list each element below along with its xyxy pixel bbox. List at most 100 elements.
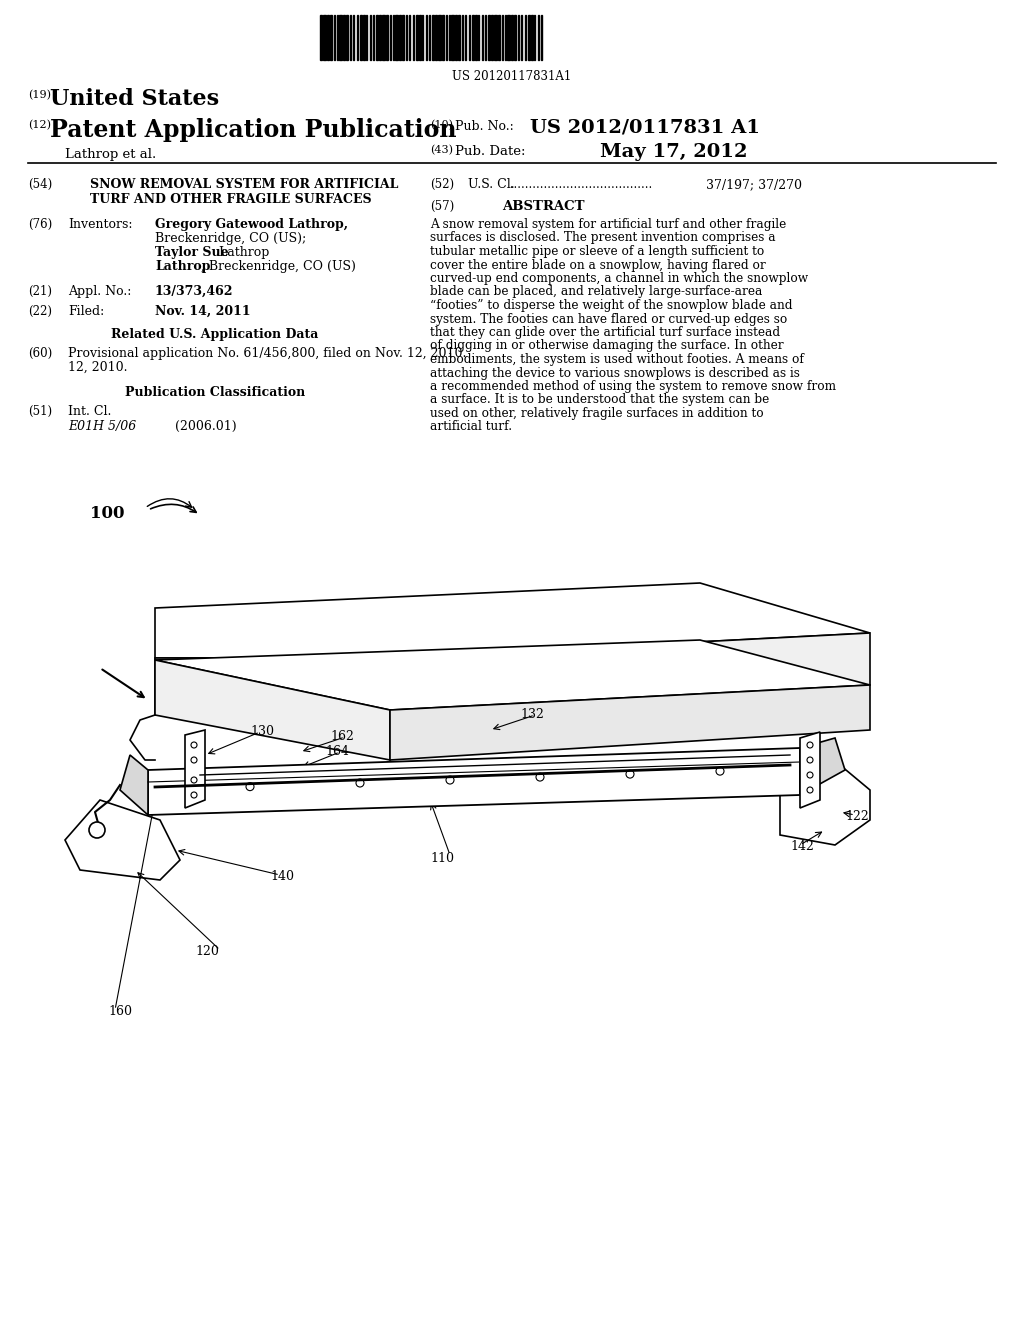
Bar bbox=[386, 15, 388, 59]
Text: Patent Application Publication: Patent Application Publication bbox=[50, 117, 457, 143]
Text: Appl. No.:: Appl. No.: bbox=[68, 285, 131, 298]
Text: (21): (21) bbox=[28, 285, 52, 298]
Bar bbox=[455, 15, 457, 59]
Text: system. The footies can have flared or curved-up edges so: system. The footies can have flared or c… bbox=[430, 313, 787, 326]
Text: (57): (57) bbox=[430, 201, 455, 213]
Bar bbox=[395, 15, 398, 59]
Polygon shape bbox=[120, 755, 148, 814]
Polygon shape bbox=[780, 766, 870, 845]
Text: 120: 120 bbox=[195, 945, 219, 958]
Text: a recommended method of using the system to remove snow from: a recommended method of using the system… bbox=[430, 380, 837, 393]
Text: Int. Cl.: Int. Cl. bbox=[68, 405, 112, 418]
Circle shape bbox=[626, 770, 634, 777]
Text: (51): (51) bbox=[28, 405, 52, 418]
Bar bbox=[511, 15, 513, 59]
Text: (12): (12) bbox=[28, 120, 51, 131]
Circle shape bbox=[191, 756, 197, 763]
Bar bbox=[376, 15, 378, 59]
Text: (52): (52) bbox=[430, 178, 454, 191]
Text: Lathrop: Lathrop bbox=[215, 246, 269, 259]
Polygon shape bbox=[390, 634, 870, 710]
Circle shape bbox=[89, 822, 105, 838]
Text: a surface. It is to be understood that the system can be: a surface. It is to be understood that t… bbox=[430, 393, 769, 407]
Bar bbox=[498, 15, 500, 59]
Text: Inventors:: Inventors: bbox=[68, 218, 132, 231]
Bar bbox=[507, 15, 510, 59]
Text: E01H 5/06: E01H 5/06 bbox=[68, 420, 136, 433]
Circle shape bbox=[356, 779, 364, 787]
Text: (54): (54) bbox=[28, 178, 52, 191]
Text: 130: 130 bbox=[250, 725, 274, 738]
Circle shape bbox=[716, 767, 724, 775]
Text: 140: 140 bbox=[270, 870, 294, 883]
Text: embodiments, the system is used without footies. A means of: embodiments, the system is used without … bbox=[430, 352, 804, 366]
Circle shape bbox=[807, 756, 813, 763]
Bar bbox=[451, 15, 454, 59]
Circle shape bbox=[246, 783, 254, 791]
Text: Filed:: Filed: bbox=[68, 305, 104, 318]
Circle shape bbox=[807, 742, 813, 748]
Text: Nov. 14, 2011: Nov. 14, 2011 bbox=[155, 305, 251, 318]
Circle shape bbox=[191, 792, 197, 799]
Circle shape bbox=[807, 787, 813, 793]
Text: (10): (10) bbox=[430, 120, 453, 131]
Bar bbox=[531, 15, 534, 59]
Text: Gregory Gatewood Lathrop,: Gregory Gatewood Lathrop, bbox=[155, 218, 348, 231]
Text: Lathrop et al.: Lathrop et al. bbox=[65, 148, 157, 161]
Text: US 20120117831A1: US 20120117831A1 bbox=[453, 70, 571, 83]
Text: 164: 164 bbox=[325, 744, 349, 758]
Circle shape bbox=[807, 772, 813, 777]
Bar bbox=[362, 15, 365, 59]
Polygon shape bbox=[155, 657, 390, 715]
Text: Pub. No.:: Pub. No.: bbox=[455, 120, 514, 133]
Text: attaching the device to various snowplows is described as is: attaching the device to various snowplow… bbox=[430, 367, 800, 380]
Text: Publication Classification: Publication Classification bbox=[125, 385, 305, 399]
Text: 162: 162 bbox=[330, 730, 354, 743]
Bar bbox=[346, 15, 348, 59]
Bar bbox=[330, 15, 332, 59]
Bar bbox=[432, 15, 434, 59]
Bar bbox=[419, 15, 421, 59]
Text: Lathrop: Lathrop bbox=[155, 260, 210, 273]
Text: ......................................: ...................................... bbox=[506, 178, 656, 191]
Bar bbox=[402, 15, 404, 59]
Bar bbox=[343, 15, 345, 59]
Text: (2006.01): (2006.01) bbox=[175, 420, 237, 433]
Bar bbox=[490, 15, 493, 59]
Bar bbox=[472, 15, 474, 59]
Circle shape bbox=[536, 774, 544, 781]
Text: (22): (22) bbox=[28, 305, 52, 318]
Polygon shape bbox=[155, 660, 390, 760]
Text: 110: 110 bbox=[430, 851, 454, 865]
Polygon shape bbox=[155, 640, 870, 710]
Text: Breckenridge, CO (US);: Breckenridge, CO (US); bbox=[155, 232, 310, 246]
Text: 160: 160 bbox=[108, 1005, 132, 1018]
Text: artificial turf.: artificial turf. bbox=[430, 421, 512, 433]
Text: (60): (60) bbox=[28, 347, 52, 360]
Text: 100: 100 bbox=[90, 506, 125, 521]
Bar bbox=[438, 15, 441, 59]
Text: 12, 2010.: 12, 2010. bbox=[68, 360, 128, 374]
Text: 37/197; 37/270: 37/197; 37/270 bbox=[706, 178, 802, 191]
Bar bbox=[528, 15, 530, 59]
Text: used on other, relatively fragile surfaces in addition to: used on other, relatively fragile surfac… bbox=[430, 407, 764, 420]
Bar bbox=[475, 15, 477, 59]
Bar bbox=[323, 15, 326, 59]
Polygon shape bbox=[155, 583, 870, 657]
Bar bbox=[514, 15, 516, 59]
Text: 142: 142 bbox=[790, 840, 814, 853]
Text: 122: 122 bbox=[845, 810, 868, 822]
Circle shape bbox=[191, 742, 197, 748]
Text: curved-up end components, a channel in which the snowplow: curved-up end components, a channel in w… bbox=[430, 272, 808, 285]
Text: blade can be placed, and relatively large-surface-area: blade can be placed, and relatively larg… bbox=[430, 285, 763, 298]
Text: (76): (76) bbox=[28, 218, 52, 231]
Circle shape bbox=[191, 777, 197, 783]
Bar bbox=[488, 15, 490, 59]
Bar bbox=[435, 15, 437, 59]
Text: U.S. Cl.: U.S. Cl. bbox=[468, 178, 515, 191]
Text: , Breckenridge, CO (US): , Breckenridge, CO (US) bbox=[201, 260, 356, 273]
Text: Related U.S. Application Data: Related U.S. Application Data bbox=[112, 327, 318, 341]
Bar bbox=[327, 15, 329, 59]
Text: surfaces is disclosed. The present invention comprises a: surfaces is disclosed. The present inven… bbox=[430, 231, 775, 244]
Text: cover the entire blade on a snowplow, having flared or: cover the entire blade on a snowplow, ha… bbox=[430, 259, 766, 272]
